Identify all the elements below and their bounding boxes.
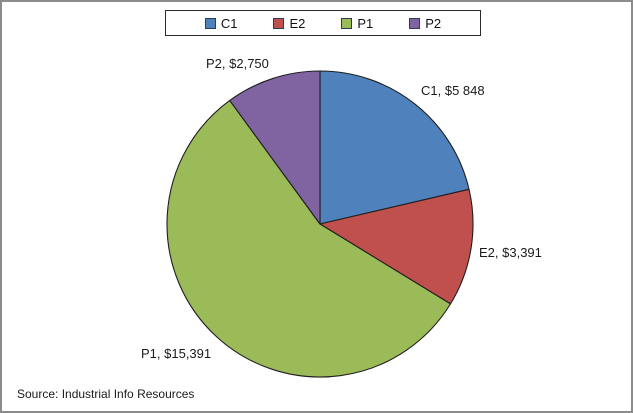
legend-label-c1: C1	[220, 15, 238, 31]
legend-label-e2: E2	[289, 15, 306, 31]
legend-swatch-c1	[204, 17, 216, 29]
legend-item-p2: P2	[409, 17, 441, 30]
legend-label-p2: P2	[425, 15, 442, 31]
legend: C1 E2 P1 P2	[165, 10, 481, 36]
legend-swatch-p1	[341, 17, 353, 29]
slice-label-p1: P1, $15,391	[141, 346, 212, 361]
pie-slice-p2	[229, 70, 321, 225]
pie-slice-c1	[319, 70, 470, 225]
legend-item-e2: E2	[273, 17, 305, 30]
slice-label-c1: C1, $5 848	[421, 83, 485, 98]
legend-label-p1: P1	[357, 15, 374, 31]
pie-slice-p1	[166, 99, 452, 378]
slice-label-p2: P2, $2,750	[206, 56, 269, 71]
legend-item-c1: C1	[204, 15, 238, 31]
legend-swatch-p2	[409, 17, 421, 29]
legend-item-p1: P1	[341, 17, 373, 30]
slice-label-e2: E2, $3,391	[479, 245, 542, 260]
pie-slice-e2	[319, 188, 474, 305]
source-note: Source: Industrial Info Resources	[17, 387, 195, 401]
legend-swatch-e2	[273, 17, 285, 29]
